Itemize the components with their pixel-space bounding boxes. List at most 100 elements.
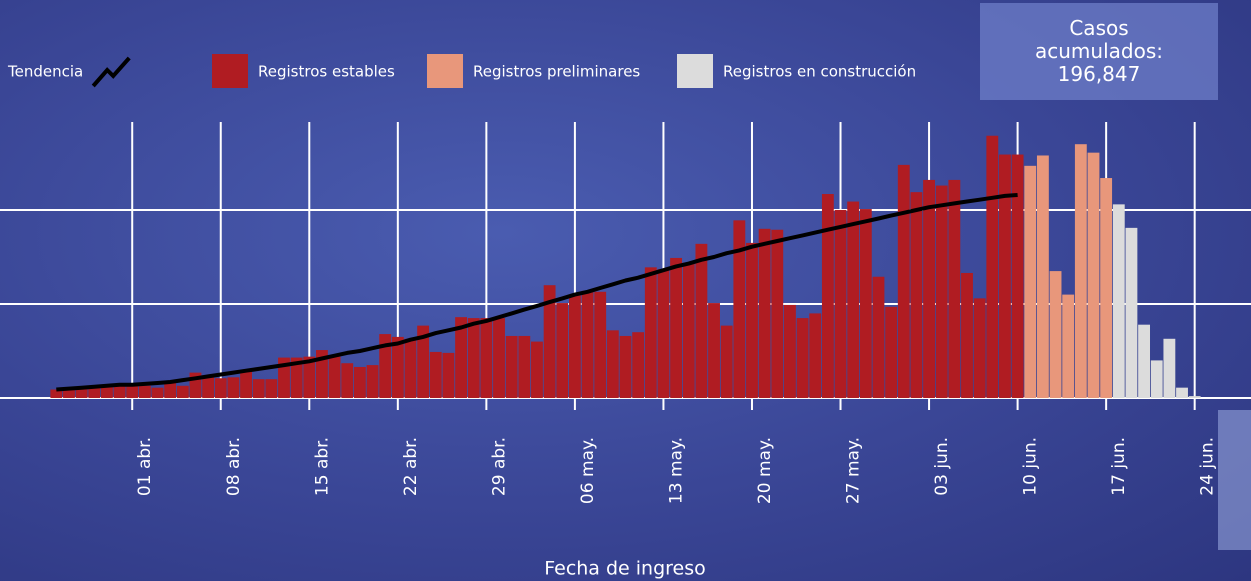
bar: [683, 263, 695, 398]
bar: [670, 258, 682, 398]
bar: [582, 291, 594, 398]
bar: [708, 303, 720, 398]
bar: [1012, 155, 1024, 398]
legend-label: Registros preliminares: [473, 63, 640, 81]
bar: [620, 336, 632, 398]
bar: [860, 209, 872, 398]
bar: [1088, 153, 1100, 398]
cumulative-value: 196,847: [1014, 63, 1184, 86]
x-tick-label: 22 abr.: [401, 437, 421, 496]
x-tick-label: 17 jun.: [1109, 437, 1129, 496]
bar: [405, 339, 417, 398]
bar: [885, 307, 897, 398]
bar: [873, 277, 885, 398]
bar: [809, 313, 821, 398]
legend-swatch: [212, 54, 248, 88]
bar: [746, 243, 758, 398]
bar: [468, 318, 480, 398]
bar: [177, 386, 189, 398]
bar: [240, 372, 252, 398]
bar: [948, 180, 960, 398]
bar: [531, 342, 543, 398]
bar: [1126, 228, 1138, 398]
bar: [126, 386, 138, 398]
bar: [76, 389, 88, 398]
bar: [227, 377, 239, 398]
bar: [88, 388, 100, 398]
legend-label: Tendencia: [7, 63, 83, 81]
bar: [1113, 204, 1125, 398]
x-axis-title: Fecha de ingreso: [544, 558, 706, 580]
bar: [506, 336, 518, 398]
bar: [253, 379, 265, 398]
x-tick-label: 29 abr.: [489, 437, 509, 496]
bar: [518, 336, 530, 398]
cumulative-title: Casos acumulados:: [1014, 17, 1184, 63]
bar: [354, 367, 366, 398]
bar: [1075, 144, 1087, 398]
bar: [1163, 339, 1175, 398]
bar: [936, 186, 948, 398]
bar: [974, 298, 986, 398]
bar: [114, 386, 126, 398]
bar: [430, 352, 442, 398]
bar: [1050, 271, 1062, 398]
bar: [1151, 360, 1163, 398]
bar: [986, 136, 998, 398]
bar: [215, 378, 227, 398]
bar: [759, 229, 771, 398]
bar: [594, 292, 606, 398]
x-tick-label: 06 may.: [578, 437, 598, 504]
bar: [569, 296, 581, 398]
bar: [139, 386, 151, 398]
bar: [797, 318, 809, 398]
bar: [721, 326, 733, 398]
bar: [1176, 388, 1188, 398]
side-panel: [1218, 410, 1251, 550]
bar: [1024, 166, 1036, 398]
x-tick-label: 24 jun.: [1198, 437, 1218, 496]
bar: [607, 330, 619, 398]
bar: [1100, 178, 1112, 398]
x-tick-label: 20 may.: [755, 437, 775, 504]
bar: [341, 363, 353, 398]
legend-label: Registros estables: [258, 63, 395, 81]
legend-label: Registros en construcción: [723, 63, 916, 81]
bar: [733, 220, 745, 398]
x-tick-label: 27 may.: [844, 437, 864, 504]
x-tick-label: 13 may.: [666, 437, 686, 504]
bar: [847, 202, 859, 398]
chart-page: Fecha de ingreso 01 abr. 08 abr. 15 abr. 22…: [0, 0, 1251, 581]
bar: [658, 269, 670, 398]
legend-icon: [93, 58, 129, 86]
legend-swatch: [677, 54, 713, 88]
bar: [822, 194, 834, 398]
x-tick-label: 08 abr.: [224, 437, 244, 496]
bar: [771, 230, 783, 398]
bar: [898, 165, 910, 398]
bar: [1037, 155, 1049, 398]
x-tick-label: 10 jun.: [1021, 437, 1041, 496]
bar: [1138, 325, 1150, 398]
bar: [367, 365, 379, 398]
bar: [961, 273, 973, 398]
bar: [265, 379, 277, 398]
bar: [1189, 396, 1201, 398]
cumulative-box: Casos acumulados: 196,847: [980, 3, 1218, 100]
bar: [923, 180, 935, 398]
bar: [695, 244, 707, 398]
bar: [493, 318, 505, 398]
x-tick-label: 01 abr.: [135, 437, 155, 496]
bar: [632, 332, 644, 398]
bar: [480, 318, 492, 398]
bar: [1062, 295, 1074, 398]
bar: [645, 267, 657, 398]
bar: [164, 383, 176, 398]
bar: [329, 357, 341, 398]
x-tick-label: 15 abr.: [312, 437, 332, 496]
bar: [784, 305, 796, 398]
x-tick-label: 03 jun.: [932, 437, 952, 496]
bar: [835, 210, 847, 398]
bar: [999, 155, 1011, 398]
bar: [202, 376, 214, 398]
